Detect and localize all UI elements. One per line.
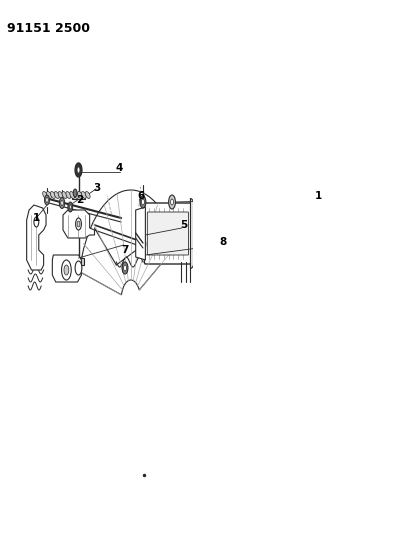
Text: 91151 2500: 91151 2500: [7, 22, 90, 35]
Circle shape: [69, 205, 71, 209]
Circle shape: [62, 260, 71, 280]
Text: 1: 1: [33, 213, 40, 223]
Text: 3: 3: [93, 183, 101, 193]
Polygon shape: [54, 191, 59, 198]
Circle shape: [68, 202, 73, 212]
Polygon shape: [78, 191, 82, 198]
Circle shape: [75, 163, 82, 177]
Polygon shape: [72, 193, 85, 199]
Circle shape: [76, 218, 82, 230]
Circle shape: [123, 265, 127, 271]
Polygon shape: [27, 205, 46, 270]
Polygon shape: [82, 191, 86, 198]
Text: 5: 5: [181, 220, 188, 230]
Polygon shape: [62, 191, 67, 198]
Text: 8: 8: [219, 237, 226, 247]
Polygon shape: [53, 255, 82, 282]
Polygon shape: [58, 191, 63, 198]
Polygon shape: [70, 191, 75, 198]
Wedge shape: [79, 190, 177, 295]
FancyBboxPatch shape: [147, 212, 189, 255]
Polygon shape: [66, 191, 71, 198]
Polygon shape: [43, 191, 47, 198]
Polygon shape: [47, 191, 51, 198]
Polygon shape: [191, 198, 198, 269]
Polygon shape: [74, 191, 78, 198]
Polygon shape: [63, 210, 94, 238]
Circle shape: [140, 196, 146, 208]
Polygon shape: [51, 191, 55, 198]
Circle shape: [46, 198, 48, 203]
Text: 1: 1: [315, 191, 322, 201]
Circle shape: [59, 198, 65, 208]
Polygon shape: [85, 191, 90, 198]
Circle shape: [77, 167, 80, 173]
Text: 4: 4: [115, 163, 123, 173]
Text: 2: 2: [76, 195, 84, 205]
Circle shape: [45, 195, 49, 205]
Text: 6: 6: [137, 191, 144, 201]
Circle shape: [122, 262, 128, 274]
Circle shape: [61, 200, 63, 206]
Circle shape: [75, 261, 82, 275]
Circle shape: [34, 217, 39, 227]
Circle shape: [169, 195, 176, 209]
Circle shape: [73, 189, 77, 197]
Text: 7: 7: [121, 245, 129, 255]
Circle shape: [77, 221, 80, 227]
Circle shape: [64, 265, 69, 275]
Polygon shape: [136, 207, 145, 260]
FancyBboxPatch shape: [144, 203, 191, 264]
Circle shape: [142, 199, 144, 205]
Polygon shape: [73, 258, 84, 265]
Circle shape: [171, 199, 174, 205]
